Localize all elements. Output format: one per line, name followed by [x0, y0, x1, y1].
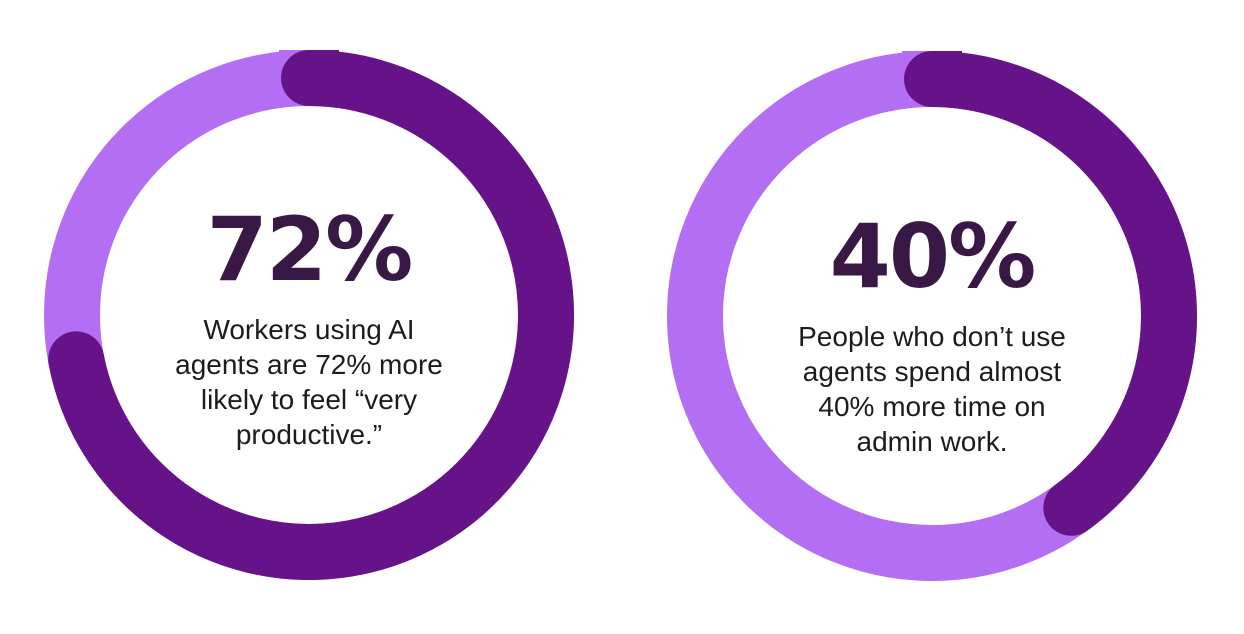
donut-arc-start-cap [932, 51, 962, 107]
donut-svg [667, 51, 1197, 581]
donut-svg [44, 50, 574, 580]
stat-text-block: 72% Workers using AI agents are 72% more… [134, 202, 484, 452]
stat-description-line: agents are 72% more [175, 349, 443, 380]
donut-value-arc [904, 51, 1197, 536]
donut-value-arc [48, 50, 574, 580]
donut-chart-workers-productive: 72% Workers using AI agents are 72% more… [44, 50, 574, 580]
stat-description-line: Workers using AI [203, 314, 415, 345]
stat-value: 40% [829, 205, 1037, 308]
stat-value: 72% [206, 198, 414, 301]
stat-description-line: 40% more time on [818, 391, 1046, 422]
stat-description: Workers using AI agents are 72% more lik… [134, 312, 484, 452]
donut-arc-start-cap [309, 50, 339, 106]
stat-description-line: agents spend almost [802, 356, 1062, 387]
stat-description-line: likely to feel “very [200, 384, 418, 415]
stat-text-block: 40% People who don’t use agents spend al… [757, 209, 1107, 459]
stat-description-line: People who don’t use [798, 321, 1066, 352]
donut-chart-admin-time: 40% People who don’t use agents spend al… [667, 51, 1197, 581]
stat-description-line: productive.” [235, 419, 383, 450]
stat-description-line: admin work. [856, 426, 1008, 457]
stat-description: People who don’t use agents spend almost… [757, 319, 1107, 459]
